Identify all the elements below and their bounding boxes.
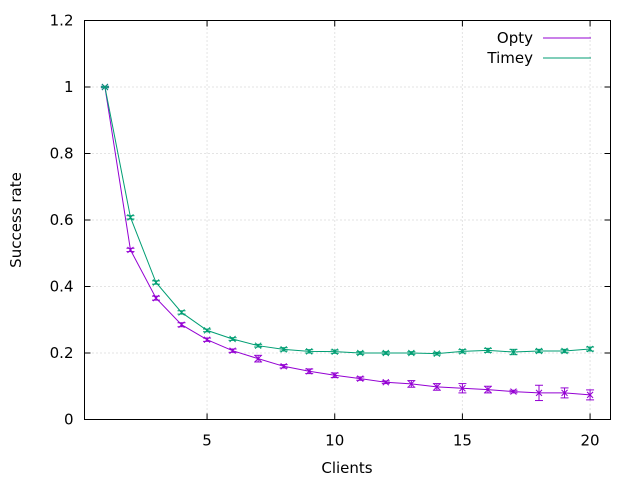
data-point-opty [331, 371, 339, 379]
plot-frame [84, 20, 611, 420]
data-point-opty [459, 384, 466, 392]
y-tick-label: 1 [64, 78, 74, 96]
legend-label-timey: Timey [486, 49, 533, 67]
data-point-opty [535, 389, 543, 397]
data-point-timey [535, 347, 543, 355]
data-point-timey [484, 346, 492, 354]
data-point-opty [561, 389, 568, 397]
data-point-timey [407, 349, 415, 357]
series-timey [100, 83, 595, 358]
grid-lines [84, 20, 611, 420]
data-point-opty [280, 362, 288, 370]
legend-label-opty: Opty [497, 29, 533, 47]
data-point-opty [305, 367, 313, 375]
data-point-timey [127, 213, 134, 221]
data-point-timey [254, 342, 262, 350]
axis-ticks: 0 0.2 0.4 0.6 0.8 1 1.2 5 10 15 20 [50, 12, 611, 450]
x-tick-label: 20 [581, 432, 600, 450]
data-point-timey [152, 279, 160, 286]
data-point-opty [203, 336, 211, 344]
data-point-timey [203, 327, 211, 334]
legend: Opty Timey [486, 29, 591, 67]
data-point-timey [382, 349, 390, 357]
y-axis-label: Success rate [7, 172, 25, 268]
x-tick-label: 5 [202, 432, 212, 450]
x-tick-label: 15 [453, 432, 472, 450]
data-point-opty [510, 388, 517, 395]
y-tick-label: 0.4 [50, 278, 74, 296]
data-point-opty [382, 378, 390, 386]
data-point-timey [229, 335, 236, 343]
data-point-opty [254, 355, 262, 363]
data-point-timey [178, 309, 185, 316]
series-layer [100, 83, 595, 402]
data-point-timey [459, 347, 466, 355]
series-opty [100, 83, 595, 402]
series-line-opty [104, 86, 591, 396]
data-point-opty [433, 383, 441, 391]
y-tick-label: 0.2 [50, 344, 74, 362]
data-point-timey [586, 345, 594, 353]
data-point-timey [510, 348, 517, 356]
y-tick-label: 0.6 [50, 211, 74, 229]
data-point-opty [127, 246, 134, 254]
y-tick-label: 0.8 [50, 145, 74, 163]
data-point-opty [407, 380, 415, 388]
data-point-timey [280, 345, 288, 353]
data-point-opty [152, 294, 160, 302]
data-point-opty [356, 375, 364, 382]
series-line-timey [104, 86, 591, 355]
data-point-timey [561, 347, 568, 355]
data-point-timey [305, 347, 313, 355]
x-tick-label: 10 [325, 432, 344, 450]
data-point-timey [101, 83, 109, 91]
data-point-opty [586, 391, 594, 399]
data-point-opty [229, 347, 236, 355]
x-axis-label: Clients [321, 459, 372, 477]
data-point-timey [331, 348, 339, 356]
data-point-opty [484, 386, 492, 393]
data-point-timey [433, 350, 441, 358]
data-point-timey [356, 349, 364, 357]
y-tick-label: 0 [64, 411, 74, 429]
data-point-opty [178, 321, 185, 329]
y-tick-label: 1.2 [50, 12, 74, 30]
